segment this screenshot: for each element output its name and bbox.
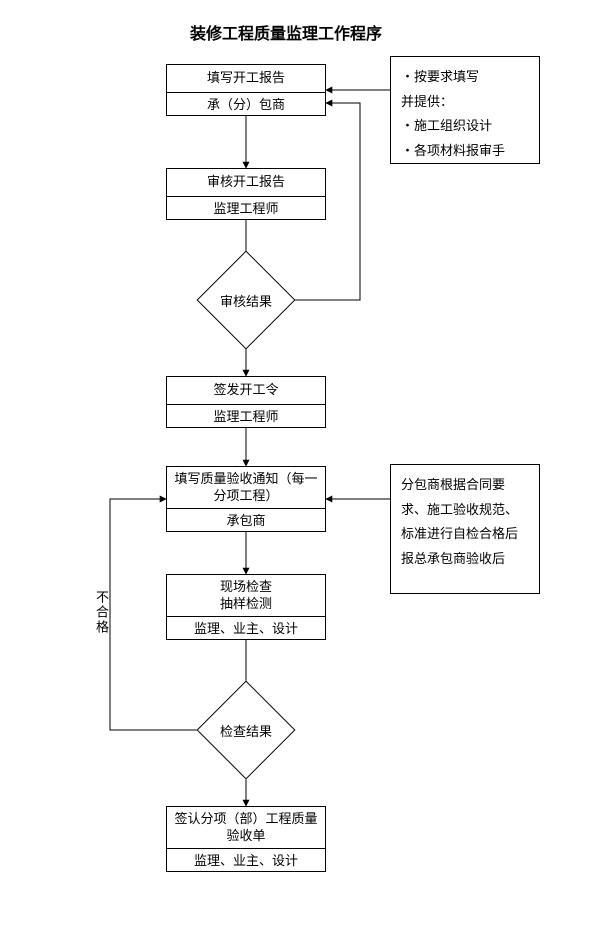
page-title: 装修工程质量监理工作程序 <box>190 20 382 44</box>
note-line: 报总承包商验收后 <box>401 547 529 572</box>
note-line: 并提供： <box>401 90 529 115</box>
node-issue-start-order: 签发开工令 监理工程师 <box>166 376 326 428</box>
note-line: 标准进行自检合格后 <box>401 522 529 547</box>
note-requirements: ・按要求填写并提供：・施工组织设计・各项材料报审手 <box>390 56 540 164</box>
decision-label: 检查结果 <box>196 721 296 740</box>
node-bottom: 承（分）包商 <box>167 93 325 117</box>
node-top: 填写开工报告 <box>167 65 325 93</box>
note-subcontractor: 分包商根据合同要求、施工验收规范、标准进行自检合格后报总承包商验收后 <box>390 464 540 594</box>
node-fill-quality-notice: 填写质量验收通知（每一分项工程） 承包商 <box>166 466 326 532</box>
flowchart-canvas: 装修工程质量监理工作程序 填写开工报告 承（分）包商 审核开工报告 监理工程师 … <box>0 0 612 929</box>
node-top: 审核开工报告 <box>167 169 325 197</box>
node-onsite-inspection: 现场检查 抽样检测 监理、业主、设计 <box>166 574 326 640</box>
node-top: 签发开工令 <box>167 377 325 405</box>
node-bottom: 监理工程师 <box>167 197 325 221</box>
note-line: 求、施工验收规范、 <box>401 498 529 523</box>
node-bottom: 监理、业主、设计 <box>167 617 325 641</box>
node-sign-acceptance: 签认分项（部）工程质量验收单 监理、业主、设计 <box>166 806 326 872</box>
node-bottom: 监理工程师 <box>167 405 325 429</box>
node-bottom: 承包商 <box>167 509 325 533</box>
node-fill-start-report: 填写开工报告 承（分）包商 <box>166 64 326 116</box>
label-fail: 不合格 <box>92 590 111 635</box>
node-top: 签认分项（部）工程质量验收单 <box>167 807 325 849</box>
note-line: ・各项材料报审手 <box>401 139 529 164</box>
node-review-start-report: 审核开工报告 监理工程师 <box>166 168 326 220</box>
decision-label: 审核结果 <box>196 291 296 310</box>
note-line: ・按要求填写 <box>401 65 529 90</box>
node-top: 现场检查 抽样检测 <box>167 575 325 617</box>
note-line: ・施工组织设计 <box>401 114 529 139</box>
note-line: 分包商根据合同要 <box>401 473 529 498</box>
node-bottom: 监理、业主、设计 <box>167 849 325 873</box>
node-top: 填写质量验收通知（每一分项工程） <box>167 467 325 509</box>
